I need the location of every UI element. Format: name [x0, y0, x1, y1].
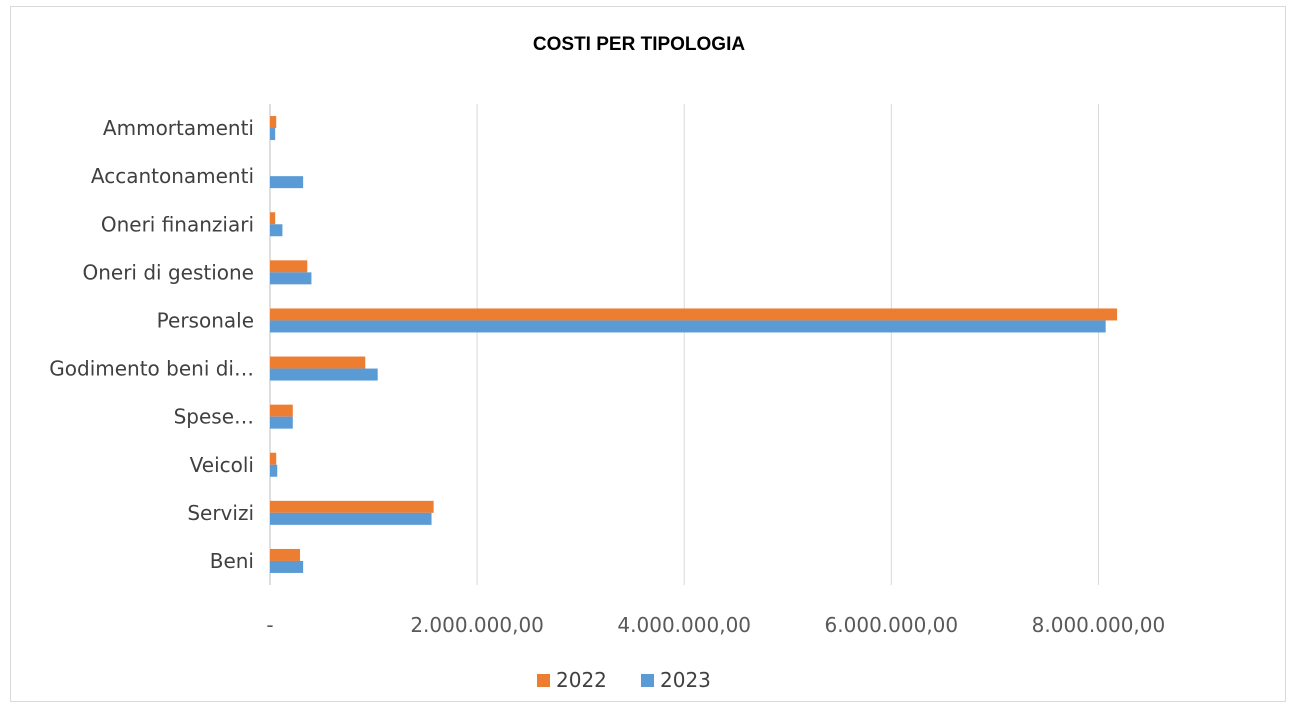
legend-label: 2023 — [660, 668, 711, 692]
bar-2022-4 — [270, 356, 366, 369]
bar-2022-7 — [270, 212, 276, 225]
bar-2023-8 — [270, 176, 304, 189]
legend-label: 2022 — [556, 668, 607, 692]
category-label: Ammortamenti — [103, 116, 254, 140]
category-label: Veicoli — [190, 453, 254, 477]
x-tick-labels: - 2.000.000,00 4.000.000,00 6.000.000,00 8.0… — [266, 613, 1165, 637]
category-label: Godimento beni di… — [49, 357, 254, 381]
bar-2023-6 — [270, 272, 312, 285]
bar-2022-6 — [270, 260, 308, 273]
category-label: Oneri di gestione — [82, 260, 254, 284]
bar-2022-9 — [270, 116, 277, 129]
category-label: Servizi — [187, 501, 254, 525]
category-label: Spese… — [174, 405, 254, 429]
chart-title: COSTI PER TIPOLOGIA — [533, 34, 745, 55]
bar-2023-4 — [270, 368, 378, 381]
bars — [270, 116, 1118, 573]
category-labels: Beni Servizi Veicoli Spese… Godimento beni d… — [49, 116, 254, 573]
category-label: Oneri finanziari — [101, 212, 254, 236]
bar-2023-7 — [270, 224, 283, 237]
x-tick-label: 8.000.000,00 — [1032, 613, 1166, 637]
bar-2022-3 — [270, 404, 293, 417]
bar-2023-3 — [270, 416, 293, 429]
category-label: Beni — [210, 549, 254, 573]
legend: 2022 2023 — [537, 668, 711, 692]
x-tick-label: 6.000.000,00 — [825, 613, 959, 637]
bar-2023-1 — [270, 512, 432, 525]
x-tick-label: - — [266, 613, 273, 637]
legend-swatch-2023 — [641, 674, 654, 687]
category-label: Personale — [157, 308, 254, 332]
bar-2023-0 — [270, 560, 304, 573]
bar-2023-2 — [270, 464, 278, 477]
bar-2022-5 — [270, 308, 1118, 321]
bar-2022-0 — [270, 548, 301, 561]
chart-frame: COSTI PER TIPOLOGIA Beni Servizi Veicoli Sp… — [10, 6, 1286, 702]
bar-chart: COSTI PER TIPOLOGIA Beni Servizi Veicoli Sp… — [49, 34, 1165, 692]
bar-2023-9 — [270, 128, 276, 141]
x-tick-label: 2.000.000,00 — [410, 613, 544, 637]
bar-2022-1 — [270, 500, 434, 513]
x-tick-label: 4.000.000,00 — [617, 613, 751, 637]
bar-2023-5 — [270, 320, 1106, 333]
legend-swatch-2022 — [537, 674, 550, 687]
category-label: Accantonamenti — [91, 164, 254, 188]
bar-2022-2 — [270, 452, 277, 465]
